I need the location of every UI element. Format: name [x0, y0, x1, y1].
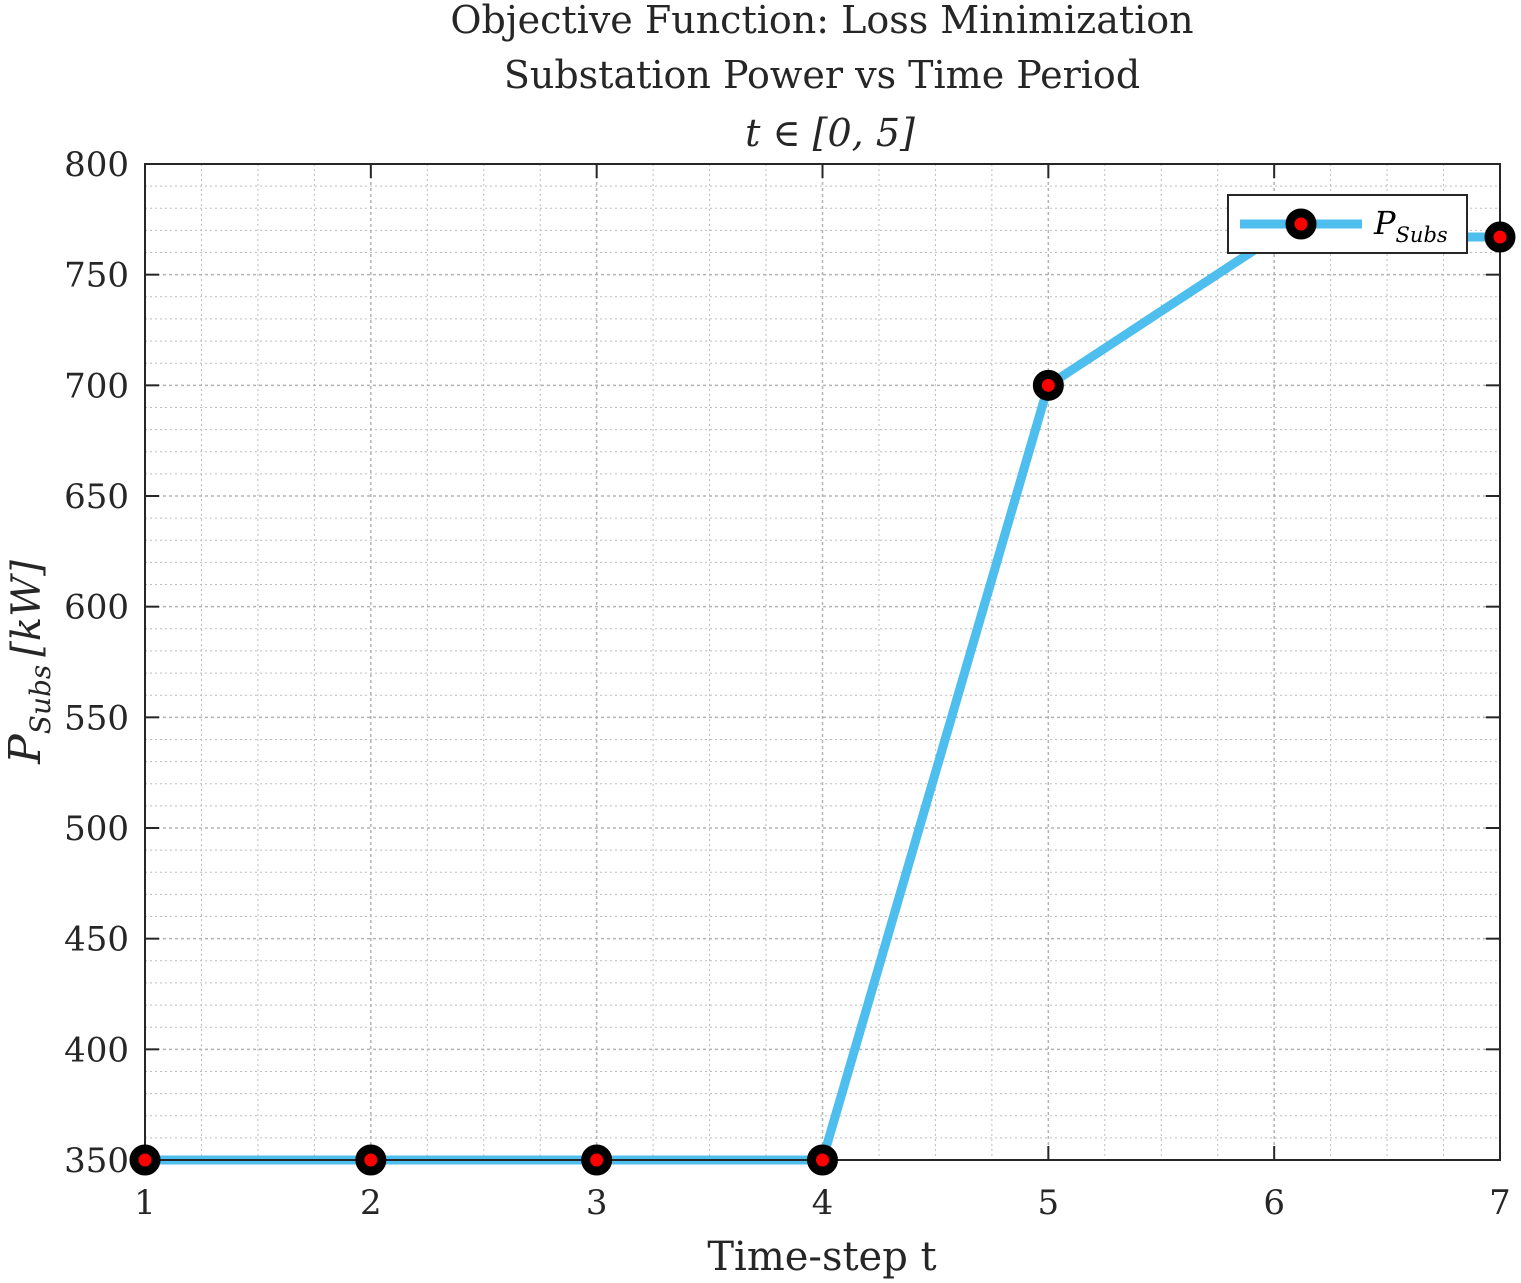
x-tick-label: 6 [1263, 1183, 1285, 1223]
chart-title-line-3: t ∈ [0, 5] [745, 111, 915, 155]
legend: PSubs [1227, 194, 1468, 254]
y-axis-label: PSubs[kW] [0, 560, 57, 765]
chart-title: Objective Function: Loss Minimization Su… [450, 0, 1193, 155]
y-tick-label: 700 [64, 366, 129, 406]
x-tick-labels: 1 2 3 4 5 6 7 [134, 1183, 1511, 1223]
y-tick-label: 350 [64, 1141, 129, 1181]
x-tick-label: 2 [360, 1183, 382, 1223]
y-tick-labels: 350 400 450 500 550 600 650 700 750 800 [64, 145, 129, 1181]
y-tick-label: 450 [64, 920, 129, 960]
x-tick-label: 3 [586, 1183, 608, 1223]
x-tick-label: 4 [812, 1183, 834, 1223]
y-tick-label: 800 [64, 145, 129, 185]
plot-area [129, 163, 1516, 1176]
data-point-marker [1032, 369, 1064, 401]
x-tick-label: 5 [1038, 1183, 1060, 1223]
legend-marker-sample [1285, 208, 1317, 240]
x-tick-label: 1 [134, 1183, 156, 1223]
data-point-marker [1484, 221, 1516, 253]
chart-title-line-2: Substation Power vs Time Period [504, 53, 1140, 97]
data-point-marker [807, 1144, 838, 1176]
x-tick-label: 7 [1489, 1183, 1511, 1223]
y-tick-label: 550 [64, 698, 129, 738]
data-point-marker [581, 1144, 613, 1176]
data-point-marker [355, 1144, 387, 1176]
y-tick-label: 650 [64, 477, 129, 517]
legend-label: PSubs [1373, 204, 1448, 247]
y-tick-label: 750 [64, 256, 129, 296]
y-tick-label: 600 [64, 588, 129, 628]
y-tick-label: 400 [64, 1030, 129, 1070]
data-point-marker [129, 1144, 161, 1176]
x-axis-label: Time-step t [707, 1234, 936, 1280]
chart-title-line-1: Objective Function: Loss Minimization [450, 0, 1193, 42]
y-tick-label: 500 [64, 809, 129, 849]
